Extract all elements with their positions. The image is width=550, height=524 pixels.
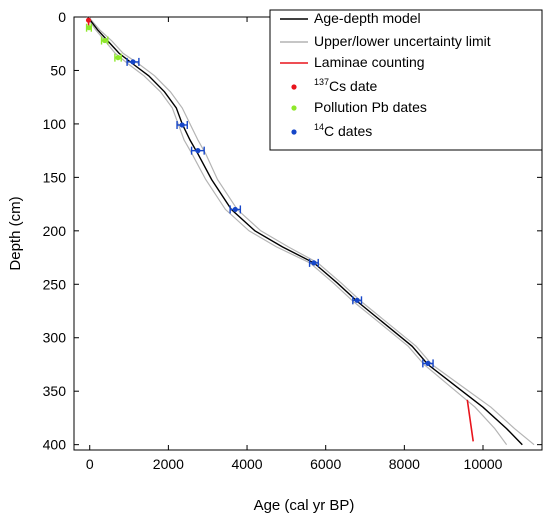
legend-swatch-c14 — [291, 129, 297, 135]
x-axis-label: Age (cal yr BP) — [254, 497, 355, 514]
c14-date-point — [311, 260, 317, 266]
x-tick-label: 6000 — [310, 456, 341, 472]
pb-date-point — [86, 25, 92, 31]
legend-swatch-pb — [291, 105, 297, 111]
legend-box — [269, 9, 543, 151]
c14-date-point — [179, 122, 185, 128]
y-tick-label: 100 — [43, 116, 67, 132]
legend-swatch-cs — [291, 84, 297, 90]
x-tick-label: 0 — [86, 456, 94, 472]
c14-date-point — [232, 206, 238, 213]
lower_limit-line — [86, 16, 508, 446]
y-tick-label: 300 — [43, 330, 67, 346]
y-axis-label: Depth (cm) — [7, 196, 24, 270]
pb-date-point — [102, 37, 108, 44]
c14-date-point — [354, 297, 360, 303]
legend-label-cs: 137Cs date — [314, 77, 377, 94]
legend-label-model: Age-depth model — [314, 10, 421, 26]
y-tick-label: 200 — [43, 223, 67, 239]
y-tick-label: 0 — [58, 9, 66, 25]
y-tick-label: 400 — [43, 437, 67, 453]
cs-date-point — [85, 17, 92, 23]
laminae-counting-segment — [466, 399, 474, 442]
y-tick-label: 350 — [43, 383, 67, 399]
c14-date-point — [195, 148, 201, 154]
legend-label-pb: Pollution Pb dates — [314, 99, 427, 115]
legend-superscript: 14 — [314, 122, 324, 132]
legend-text: Cs date — [329, 78, 377, 94]
legend-text: C dates — [324, 123, 372, 139]
x-tick-label: 4000 — [231, 456, 262, 472]
c14-date-point — [130, 59, 136, 65]
y-tick-label: 250 — [43, 276, 67, 292]
y-tick-label: 50 — [50, 62, 66, 78]
legend-superscript: 137 — [314, 77, 329, 87]
c14-date-point — [425, 360, 431, 366]
x-tick-label: 10000 — [464, 456, 503, 472]
legend-label-laminae: Laminae counting — [314, 54, 425, 70]
y-tick-label: 150 — [43, 169, 67, 185]
legend-label-c14: 14C dates — [314, 122, 372, 139]
x-tick-label: 8000 — [389, 456, 420, 472]
x-tick-label: 2000 — [153, 456, 184, 472]
legend-label-uncertainty: Upper/lower uncertainty limit — [314, 33, 491, 49]
pb-date-point — [115, 55, 121, 61]
